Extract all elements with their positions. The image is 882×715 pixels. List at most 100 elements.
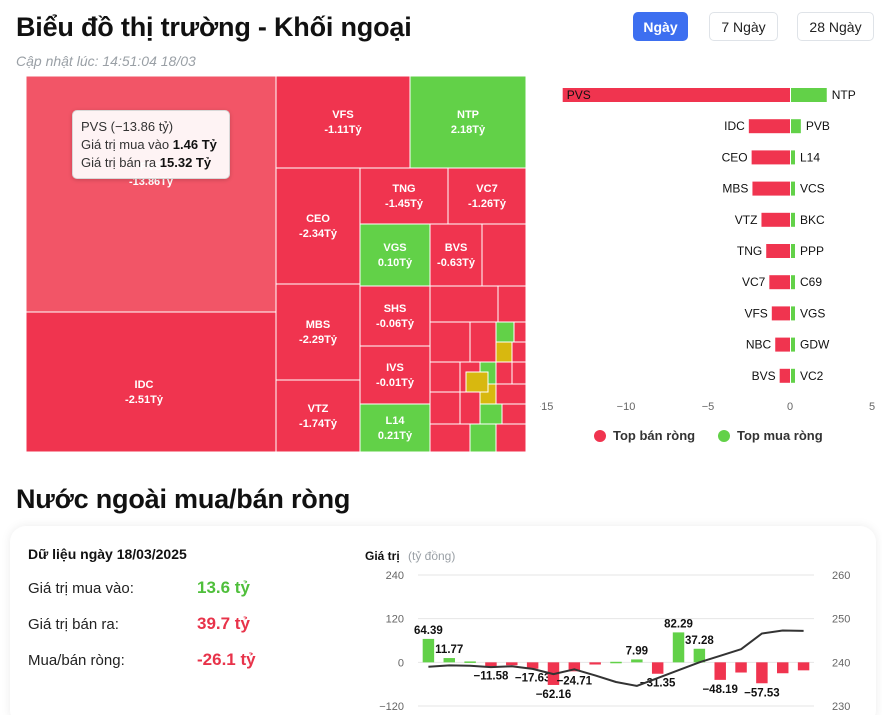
treemap-small-tile [495, 341, 513, 363]
treemap-small-tile [469, 321, 497, 363]
range-7days-button[interactable]: 7 Ngày [709, 12, 778, 41]
net-bar [756, 662, 768, 684]
treemap-tile-rect [447, 167, 526, 225]
buy-value: 13.6 tỷ [197, 578, 250, 597]
treemap-tile-rect [359, 345, 431, 405]
treemap-small-tile [495, 383, 526, 405]
treemap-tile-value: 0.10Tỷ [378, 257, 413, 269]
net-bar-label: 37.28 [685, 635, 714, 647]
treemap-small-tile [513, 321, 526, 343]
sell-label-vfs: VFS [744, 306, 767, 320]
treemap-tile-value: -2.34Tỷ [299, 228, 338, 240]
x-tick-label: −10 [617, 401, 636, 413]
treemap-tile-rect [409, 76, 526, 169]
treemap-tile-vgs[interactable]: VGS 0.10Tỷ [359, 223, 431, 287]
net-bar-label: −24.71 [557, 675, 593, 687]
treemap-small-tile [429, 391, 461, 425]
treemap-tile-code: NTP [457, 109, 479, 121]
treemap-tile-rect [275, 167, 361, 285]
net-bar-label: −57.53 [744, 687, 780, 699]
treemap-tile-bvs[interactable]: BVS -0.63Tỷ [429, 223, 483, 287]
buy-label-bkc: BKC [800, 213, 825, 227]
net-bar [651, 662, 664, 674]
top-net-bar-chart: PVS IDC CEO MBS VTZ TNG VC7 VFS NBC BVS NTP PVB L14 V… [540, 88, 875, 413]
treemap-tile-code: SHS [384, 303, 407, 315]
treemap-tile-vtz[interactable]: VTZ -1.74Tỷ [275, 379, 361, 452]
range-day-button[interactable]: Ngày [633, 12, 688, 41]
treemap-tile-tng[interactable]: TNG -1.45Tỷ [359, 167, 449, 225]
legend-sell[interactable]: Top bán ròng [594, 428, 695, 443]
treemap-tile-code: VGS [383, 242, 406, 254]
net-bar [589, 662, 601, 665]
net-bar [631, 659, 643, 663]
foreign-treemap[interactable]: PVS-13.86TỷIDC-2.51TỷVFS-1.11TỷNTP2.18Tỷ… [26, 76, 526, 452]
net-bar [777, 662, 789, 674]
sell-value: 39.7 tỷ [197, 614, 250, 633]
net-bar [506, 662, 518, 666]
buy-label-ntp: NTP [832, 88, 856, 102]
net-bar-label: −62.16 [536, 689, 572, 701]
sell-bar-tng [766, 244, 790, 258]
sell-label-idc: IDC [724, 119, 745, 133]
buy-bar-pvb [791, 119, 801, 134]
net-bar [464, 661, 476, 663]
treemap-small-tile [511, 361, 526, 385]
treemap-small-tile [459, 391, 481, 425]
treemap-tile-ivs[interactable]: IVS -0.01Tỷ [359, 345, 431, 405]
treemap-tile-rect [359, 403, 431, 452]
sell-bar-vfs [771, 306, 790, 321]
treemap-tile-code: MBS [306, 319, 330, 331]
legend-buy[interactable]: Top mua ròng [718, 428, 823, 443]
treemap-tile-code: TNG [392, 183, 415, 195]
net-section-title: Nước ngoài mua/bán ròng [16, 484, 351, 514]
treemap-tile-code: IDC [135, 379, 154, 391]
treemap-tile-value: -1.45Tỷ [385, 198, 424, 210]
net-bar [568, 662, 581, 672]
sell-label-mbs: MBS [722, 182, 748, 196]
net-bar [610, 661, 622, 664]
data-date: Dữ liệu ngày 18/03/2025 [28, 546, 187, 562]
treemap-tile-vc7[interactable]: VC7 -1.26Tỷ [447, 167, 526, 225]
range-28days-button[interactable]: 28 Ngày [797, 12, 874, 41]
treemap-tile-vfs[interactable]: VFS -1.11Tỷ [275, 76, 411, 169]
buy-bar-l14 [791, 150, 795, 165]
treemap-tile-shs[interactable]: SHS -0.06Tỷ [359, 285, 431, 347]
sell-bar-vtz [761, 212, 790, 227]
net-bar [714, 662, 726, 680]
net-bar-label: −17.63 [515, 673, 551, 685]
sell-label-ceo: CEO [722, 150, 748, 164]
treemap-tooltip: PVS (−13.86 tỷ) Giá trị mua vào 1.46 Tỷ … [72, 110, 230, 179]
tooltip-buy-row: Giá trị mua vào 1.46 Tỷ [81, 137, 217, 152]
treemap-tile-l14[interactable]: L14 0.21Tỷ [359, 403, 431, 452]
buy-bar-ntp [791, 88, 827, 102]
treemap-tile-rect [275, 379, 361, 452]
treemap-tile-code: VC7 [476, 183, 497, 195]
treemap-tile-rect [359, 167, 449, 225]
page-title: Biểu đồ thị trường - Khối ngoại [16, 12, 412, 42]
treemap-tile-value: 2.18Tỷ [451, 124, 486, 136]
y2-tick-label: 240 [832, 657, 850, 669]
treemap-tile-ntp[interactable]: NTP 2.18Tỷ [409, 76, 526, 169]
treemap-tile-value: 0.21Tỷ [378, 430, 413, 442]
y-tick-label: 240 [386, 570, 404, 582]
net-bar-label: 64.39 [414, 625, 443, 637]
y-tick-label: 120 [386, 614, 404, 626]
treemap-tile-rect [359, 285, 431, 347]
net-bar-label: 82.29 [664, 618, 693, 630]
buy-label-vc2: VC2 [800, 369, 824, 383]
sell-label-pvs: PVS [567, 88, 591, 102]
treemap-tile-idc[interactable]: IDC -2.51Tỷ [26, 311, 277, 452]
net-bar [693, 648, 706, 663]
buy-label-vgs: VGS [800, 306, 825, 320]
treemap-tile-ceo[interactable]: CEO -2.34Tỷ [275, 167, 361, 285]
treemap-tile-code: IVS [386, 362, 404, 374]
y2-tick-label: 230 [832, 701, 850, 713]
treemap-small-tile [501, 403, 526, 425]
y-tick-label: 0 [398, 657, 404, 669]
treemap-tile-mbs[interactable]: MBS -2.29Tỷ [275, 283, 361, 381]
sell-label-vc7: VC7 [742, 275, 766, 289]
updated-time: Cập nhật lúc: 14:51:04 18/03 [16, 53, 196, 69]
treemap-small-tile [429, 285, 499, 323]
y-axis-title: Giá trị [365, 549, 400, 563]
sell-label-nbc: NBC [746, 338, 772, 352]
